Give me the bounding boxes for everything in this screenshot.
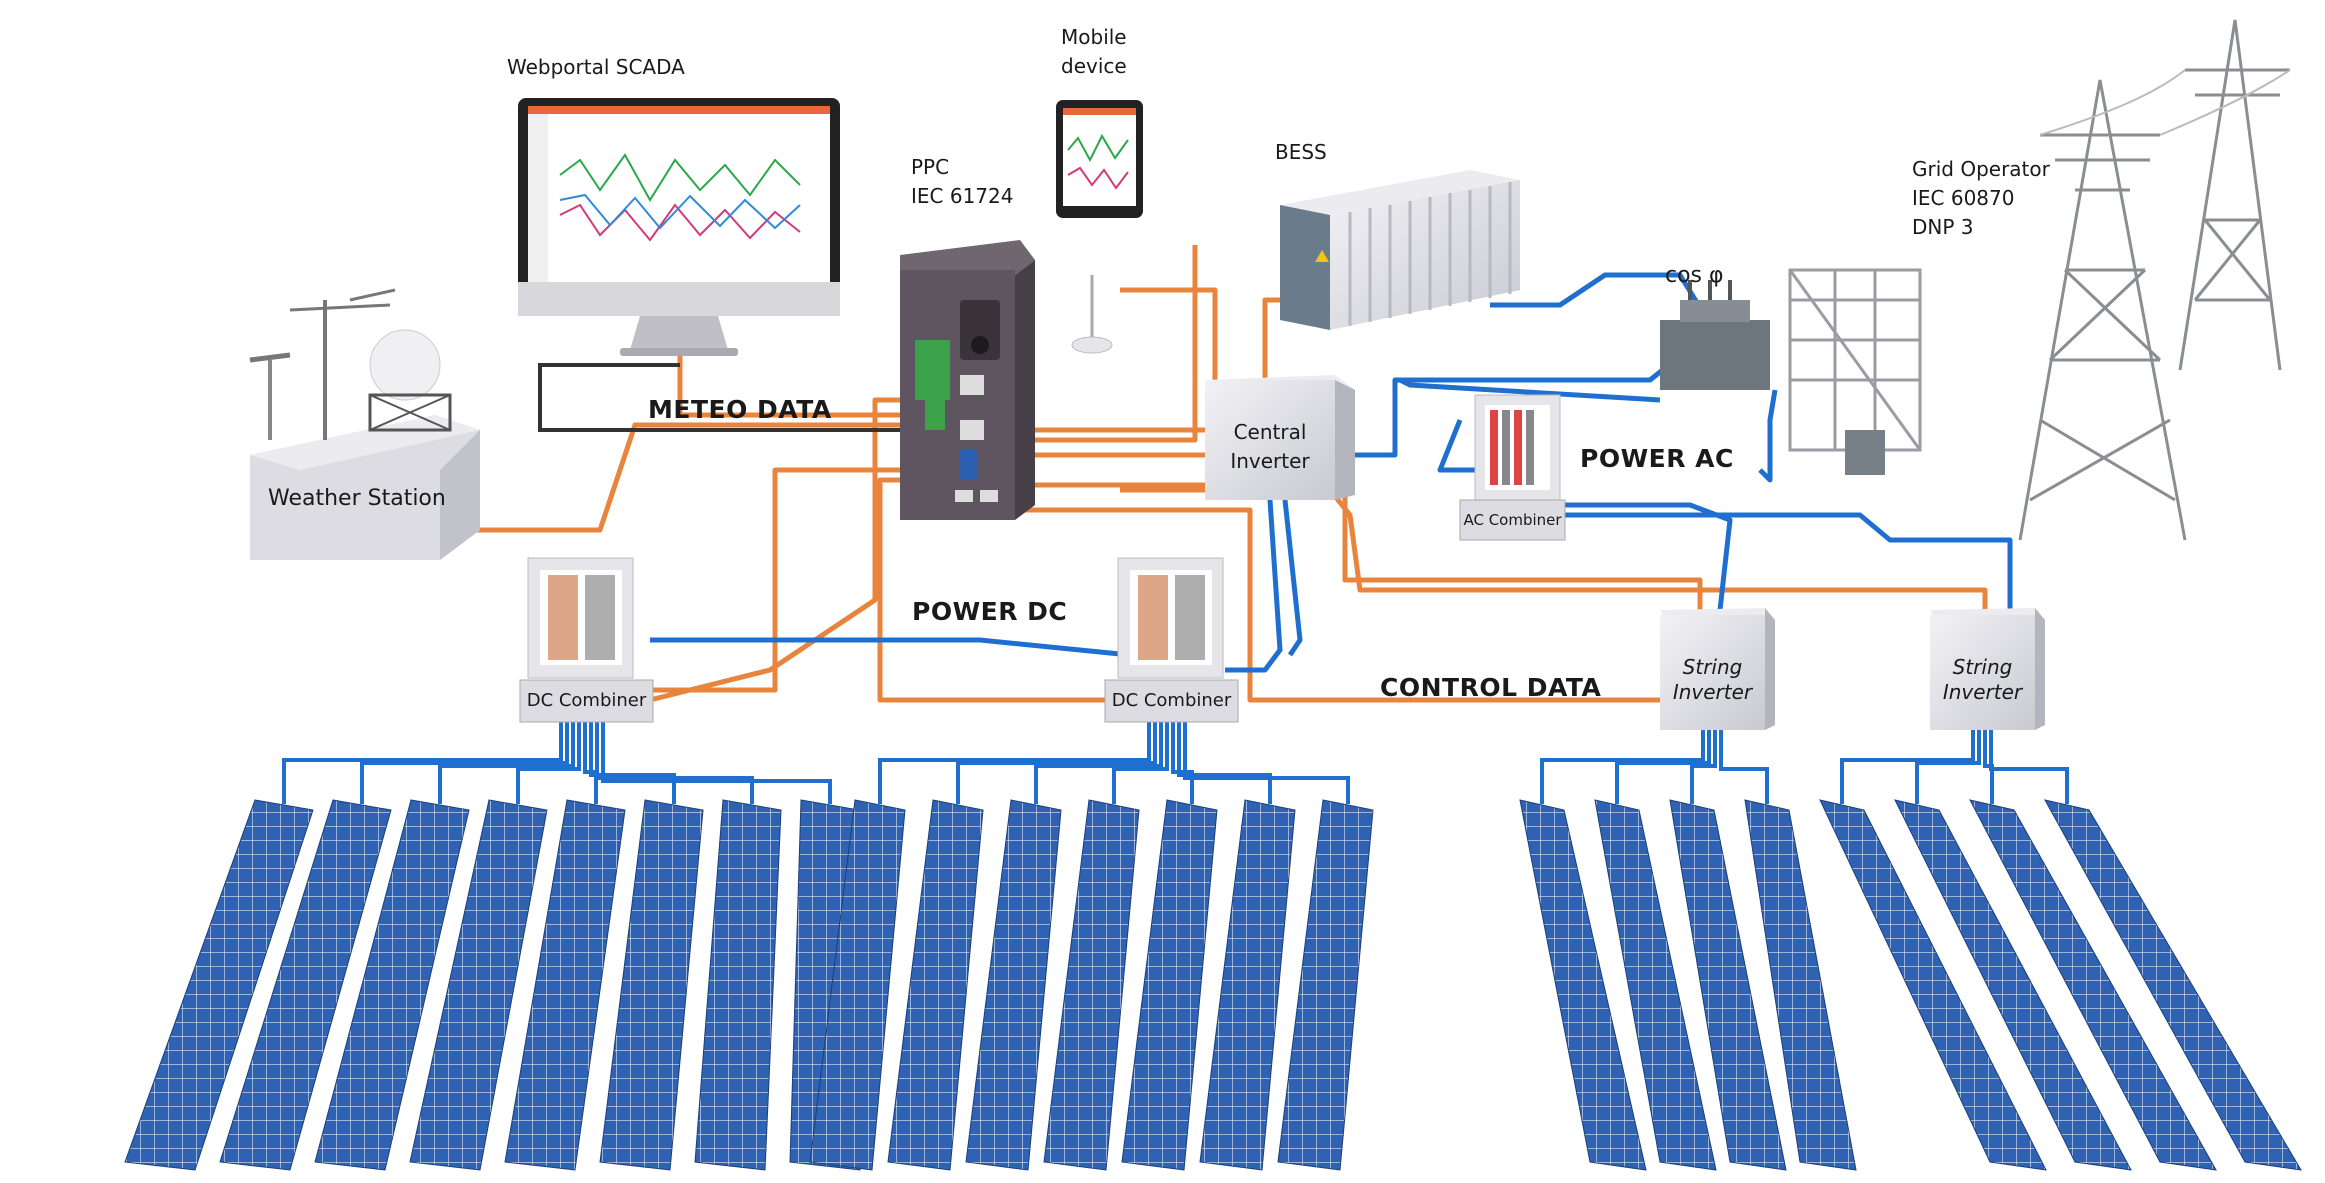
solar-panel-row [409, 799, 548, 1171]
webportal-label: Webportal SCADA [507, 55, 685, 79]
grid-operator-label-line2: IEC 60870 [1912, 186, 2015, 210]
string-cable [601, 722, 832, 804]
solar-panel-row [1969, 799, 2217, 1171]
string-cable [282, 722, 563, 804]
string-cable [1540, 730, 1705, 804]
grid-operator-label-line3: DNP 3 [1912, 215, 1974, 239]
solar-panel-row [314, 799, 470, 1171]
string-inverter-box-2 [1930, 608, 2045, 730]
solar-panel-row [1043, 799, 1140, 1171]
solar-panel-row [1669, 799, 1787, 1171]
power-pylons [2018, 19, 2291, 541]
ppc-controller [900, 240, 1035, 520]
bess-label: BESS [1275, 140, 1327, 164]
string-inverter-1-label-line2: Inverter [1672, 680, 1753, 704]
ppc-label-line1: PPC [911, 155, 950, 179]
string-cable [1034, 722, 1163, 804]
mobile-label-line2: device [1061, 54, 1127, 78]
central-inverter-label-line1: Central [1233, 420, 1307, 444]
solar-panel-row [1594, 799, 1717, 1171]
string-cable [1615, 730, 1711, 804]
solar-panel-row [694, 799, 782, 1171]
solar-panel-row [1121, 799, 1218, 1171]
solar-panel-row [1519, 799, 1647, 1171]
mobile-label-line1: Mobile [1061, 25, 1127, 49]
string-inverter-2-label-line1: String [1952, 655, 2013, 679]
solar-panel-row [124, 799, 314, 1171]
string-cable [1177, 722, 1272, 804]
solar-panel-row [1199, 799, 1296, 1171]
string-cable [595, 722, 754, 804]
meteo-data-line [538, 363, 905, 432]
string-cable [1989, 730, 2069, 804]
solar-panel-row [965, 799, 1062, 1171]
dc-combiner-2-label: DC Combiner [1111, 690, 1232, 711]
string-cable [360, 722, 569, 804]
string-cable [956, 722, 1157, 804]
string-cable [1840, 730, 1975, 804]
string-inverter-box-1 [1660, 608, 1775, 730]
gps-antenna [1071, 275, 1113, 354]
string-cable [589, 722, 676, 804]
solar-panel-row [1744, 799, 1857, 1171]
solar-panel-row [887, 799, 984, 1171]
transformer-substation [1660, 268, 1922, 475]
string-cable [1983, 730, 1994, 804]
mobile-tablet [1056, 100, 1143, 218]
solar-panel-row [809, 799, 906, 1171]
ac-combiner-box [1459, 394, 1566, 541]
panel-string-cables [282, 722, 2069, 804]
string-cable [1183, 722, 1350, 804]
ac-combiner-label: AC Combiner [1463, 511, 1562, 529]
meteo-data-label: METEO DATA [648, 395, 832, 424]
solar-panel-row [599, 799, 704, 1171]
grid-operator-label-line1: Grid Operator [1912, 157, 2050, 181]
cos-phi-label: cos φ [1665, 263, 1724, 288]
string-inverter-1-label-line1: String [1682, 655, 1743, 679]
power-dc-label: POWER DC [912, 597, 1068, 626]
central-inverter-box [1205, 375, 1355, 500]
solar-panel-row [2044, 799, 2302, 1171]
central-inverter-label-line2: Inverter [1230, 449, 1310, 473]
solar-panel-field [124, 799, 2302, 1171]
weather-station [249, 288, 480, 560]
scada-monitor [518, 98, 840, 356]
string-cable [1719, 730, 1769, 804]
control-data-label: CONTROL DATA [1380, 673, 1602, 702]
solar-panel-row [219, 799, 392, 1171]
ppc-label-line2: IEC 61724 [911, 184, 1014, 208]
weather-station-label: Weather Station [268, 486, 446, 511]
power-ac-label: POWER AC [1580, 444, 1734, 473]
string-cable [1171, 722, 1194, 804]
string-cable [1690, 730, 1717, 804]
dc-combiner-1-label: DC Combiner [526, 690, 647, 711]
solar-panel-row [1277, 799, 1374, 1171]
solar-panel-row [1819, 799, 2047, 1171]
string-cable [1915, 730, 1981, 804]
string-cable [1112, 722, 1169, 804]
string-cable [878, 722, 1151, 804]
string-cable [516, 722, 581, 804]
bess-container [1280, 170, 1520, 330]
string-cable [438, 722, 575, 804]
dc-combiner-box-1 [519, 557, 654, 723]
solar-panel-row [1894, 799, 2132, 1171]
solar-panel-row [504, 799, 626, 1171]
dc-combiner-box-2 [1104, 557, 1239, 723]
string-inverter-2-label-line2: Inverter [1942, 680, 2023, 704]
